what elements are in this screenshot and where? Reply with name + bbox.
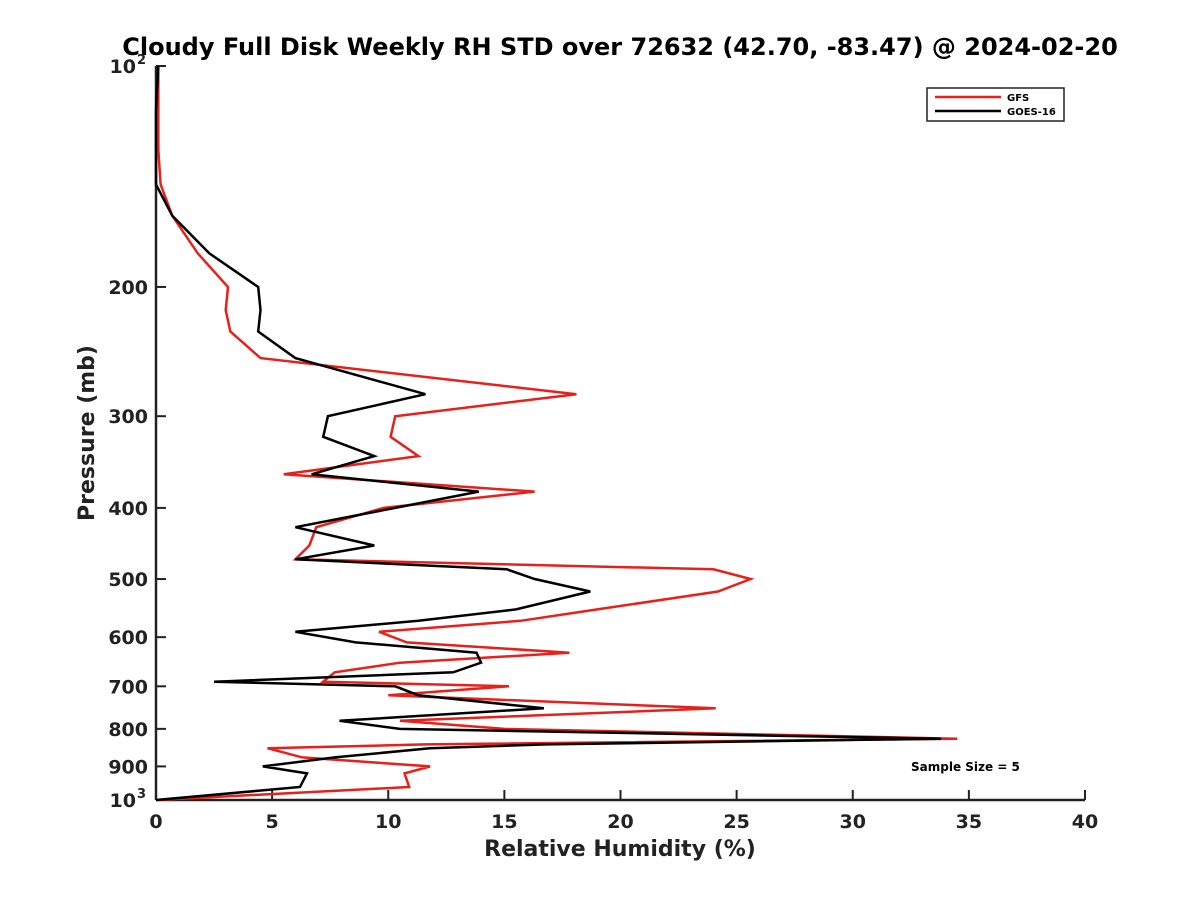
sample-size-annotation: Sample Size = 5 <box>911 760 1020 774</box>
y-tick-label: 200 <box>108 277 148 299</box>
y-tick-label: 300 <box>108 406 148 428</box>
x-axis-ticks: 0 5 10 15 20 25 30 35 40 <box>149 790 1098 833</box>
x-tick-label: 30 <box>840 811 866 833</box>
x-tick-label: 35 <box>956 811 982 833</box>
y-tick-label: 800 <box>108 719 148 741</box>
x-tick-label: 10 <box>375 811 401 833</box>
data-series <box>154 65 958 802</box>
legend-goes16-label: GOES-16 <box>1007 107 1056 118</box>
x-axis-label: Relative Humidity (%) <box>484 837 756 862</box>
series-line-goes-16 <box>154 65 942 802</box>
y-tick-exponent: 3 <box>137 787 146 802</box>
y-tick-label: 400 <box>108 498 148 520</box>
legend: GFS GOES-16 <box>926 87 1065 122</box>
x-tick-label: 40 <box>1072 811 1098 833</box>
y-tick-label: 900 <box>108 756 148 778</box>
x-tick-label: 25 <box>723 811 749 833</box>
y-tick-label: 10 <box>110 790 136 812</box>
x-tick-label: 15 <box>491 811 517 833</box>
x-tick-label: 0 <box>149 811 162 833</box>
x-tick-label: 5 <box>266 811 279 833</box>
chart-title: Cloudy Full Disk Weekly RH STD over 7263… <box>122 33 1118 61</box>
legend-box <box>926 87 1065 122</box>
y-tick-label: 500 <box>108 569 148 591</box>
x-tick-label: 20 <box>607 811 633 833</box>
y-tick-label: 600 <box>108 627 148 649</box>
y-tick-label: 700 <box>108 676 148 698</box>
y-tick-exponent: 2 <box>137 53 146 68</box>
legend-gfs-label: GFS <box>1007 93 1029 104</box>
y-tick-label: 10 <box>110 56 136 78</box>
y-axis-label: Pressure (mb) <box>75 345 100 521</box>
